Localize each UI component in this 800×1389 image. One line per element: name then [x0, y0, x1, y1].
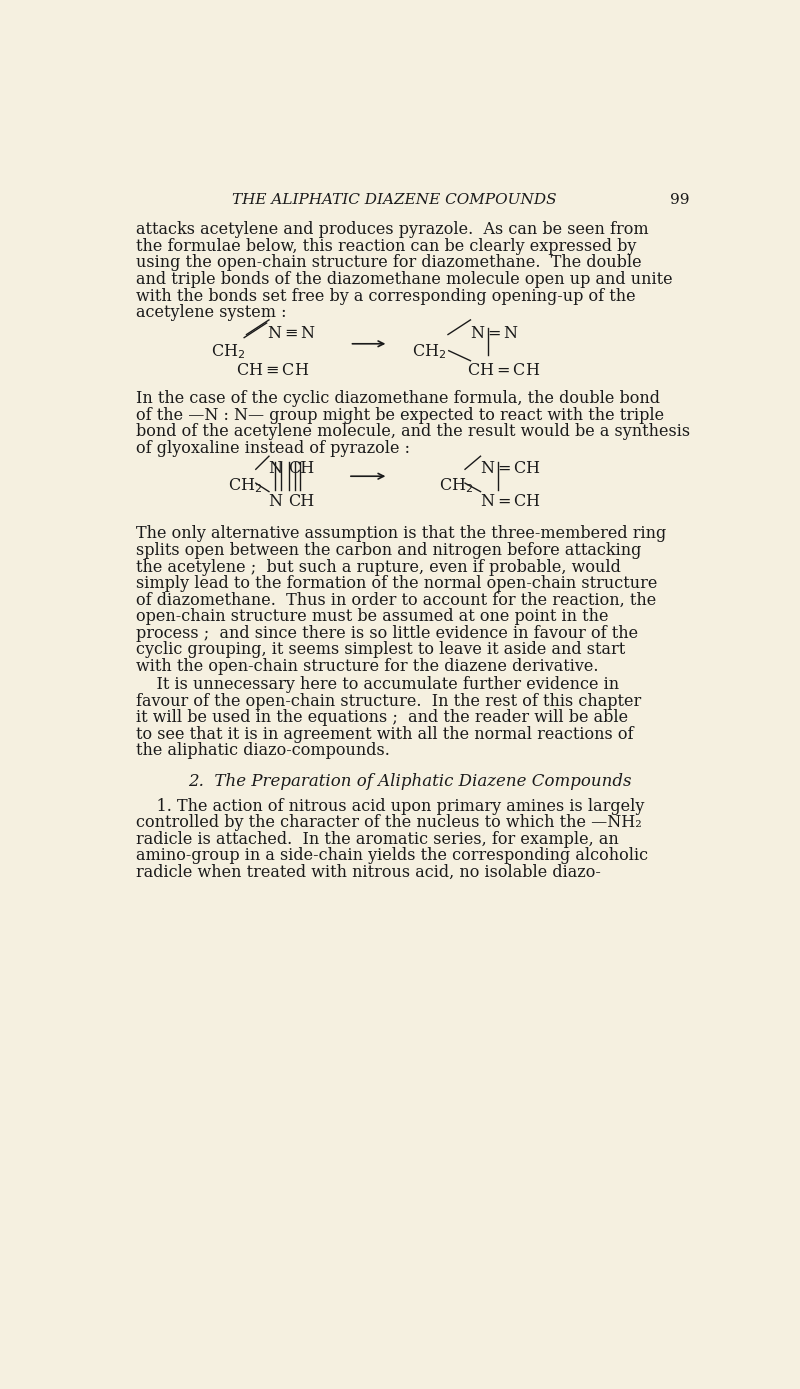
Text: CH$=$CH: CH$=$CH	[466, 363, 540, 379]
Text: cyclic grouping, it seems simplest to leave it aside and start: cyclic grouping, it seems simplest to le…	[137, 642, 626, 658]
Text: In the case of the cyclic diazomethane formula, the double bond: In the case of the cyclic diazomethane f…	[137, 390, 661, 407]
Text: the formulae below, this reaction can be clearly expressed by: the formulae below, this reaction can be…	[137, 238, 637, 256]
Text: open-chain structure must be assumed at one point in the: open-chain structure must be assumed at …	[137, 608, 609, 625]
Text: radicle is attached.  In the aromatic series, for example, an: radicle is attached. In the aromatic ser…	[137, 831, 619, 847]
Text: of diazomethane.  Thus in order to account for the reaction, the: of diazomethane. Thus in order to accoun…	[137, 592, 657, 608]
Text: CH$_2$: CH$_2$	[211, 342, 245, 361]
Text: of glyoxaline instead of pyrazole :: of glyoxaline instead of pyrazole :	[137, 440, 410, 457]
Text: simply lead to the formation of the normal open-chain structure: simply lead to the formation of the norm…	[137, 575, 658, 592]
Text: amino-group in a side-chain yields the corresponding alcoholic: amino-group in a side-chain yields the c…	[137, 847, 649, 864]
Text: splits open between the carbon and nitrogen before attacking: splits open between the carbon and nitro…	[137, 542, 642, 558]
Text: 1. The action of nitrous acid upon primary amines is largely: 1. The action of nitrous acid upon prima…	[137, 797, 645, 814]
Text: the aliphatic diazo-compounds.: the aliphatic diazo-compounds.	[137, 742, 390, 760]
Text: the acetylene ;  but such a rupture, even if probable, would: the acetylene ; but such a rupture, even…	[137, 558, 622, 575]
Text: CH$_2$: CH$_2$	[438, 476, 473, 494]
Text: acetylene system :: acetylene system :	[137, 304, 287, 321]
Text: bond of the acetylene molecule, and the result would be a synthesis: bond of the acetylene molecule, and the …	[137, 424, 690, 440]
Text: radicle when treated with nitrous acid, no isolable diazo-: radicle when treated with nitrous acid, …	[137, 864, 602, 881]
Text: N: N	[268, 493, 282, 510]
Text: of the —N : N— group might be expected to react with the triple: of the —N : N— group might be expected t…	[137, 407, 665, 424]
Text: CH: CH	[288, 460, 314, 476]
Text: and triple bonds of the diazomethane molecule open up and unite: and triple bonds of the diazomethane mol…	[137, 271, 673, 288]
Text: N$=$N: N$=$N	[470, 325, 518, 342]
Text: THE ALIPHATIC DIAZENE COMPOUNDS: THE ALIPHATIC DIAZENE COMPOUNDS	[232, 193, 557, 207]
Text: The only alternative assumption is that the three-membered ring: The only alternative assumption is that …	[137, 525, 666, 543]
Text: N$=$CH: N$=$CH	[480, 460, 541, 476]
Text: N$\equiv$N: N$\equiv$N	[266, 325, 315, 342]
Text: controlled by the character of the nucleus to which the —NH₂: controlled by the character of the nucle…	[137, 814, 642, 831]
Text: CH$_2$: CH$_2$	[228, 476, 262, 494]
Text: N$=$CH: N$=$CH	[480, 493, 541, 510]
Text: attacks acetylene and produces pyrazole.  As can be seen from: attacks acetylene and produces pyrazole.…	[137, 221, 649, 239]
Text: CH$_2$: CH$_2$	[412, 342, 446, 361]
Text: with the open-chain structure for the diazene derivative.: with the open-chain structure for the di…	[137, 658, 599, 675]
Text: process ;  and since there is so little evidence in favour of the: process ; and since there is so little e…	[137, 625, 638, 642]
Text: CH: CH	[288, 493, 314, 510]
Text: to see that it is in agreement with all the normal reactions of: to see that it is in agreement with all …	[137, 725, 634, 743]
Text: favour of the open-chain structure.  In the rest of this chapter: favour of the open-chain structure. In t…	[137, 693, 642, 710]
Text: with the bonds set free by a corresponding opening-up of the: with the bonds set free by a correspondi…	[137, 288, 636, 304]
Text: It is unnecessary here to accumulate further evidence in: It is unnecessary here to accumulate fur…	[137, 676, 619, 693]
Text: 2.  The Preparation of Aliphatic Diazene Compounds: 2. The Preparation of Aliphatic Diazene …	[188, 772, 632, 790]
Text: it will be used in the equations ;  and the reader will be able: it will be used in the equations ; and t…	[137, 710, 629, 726]
Text: N: N	[268, 460, 282, 476]
Text: CH$\equiv$CH: CH$\equiv$CH	[236, 363, 309, 379]
Text: using the open-chain structure for diazomethane.  The double: using the open-chain structure for diazo…	[137, 254, 642, 271]
Text: 99: 99	[670, 193, 689, 207]
